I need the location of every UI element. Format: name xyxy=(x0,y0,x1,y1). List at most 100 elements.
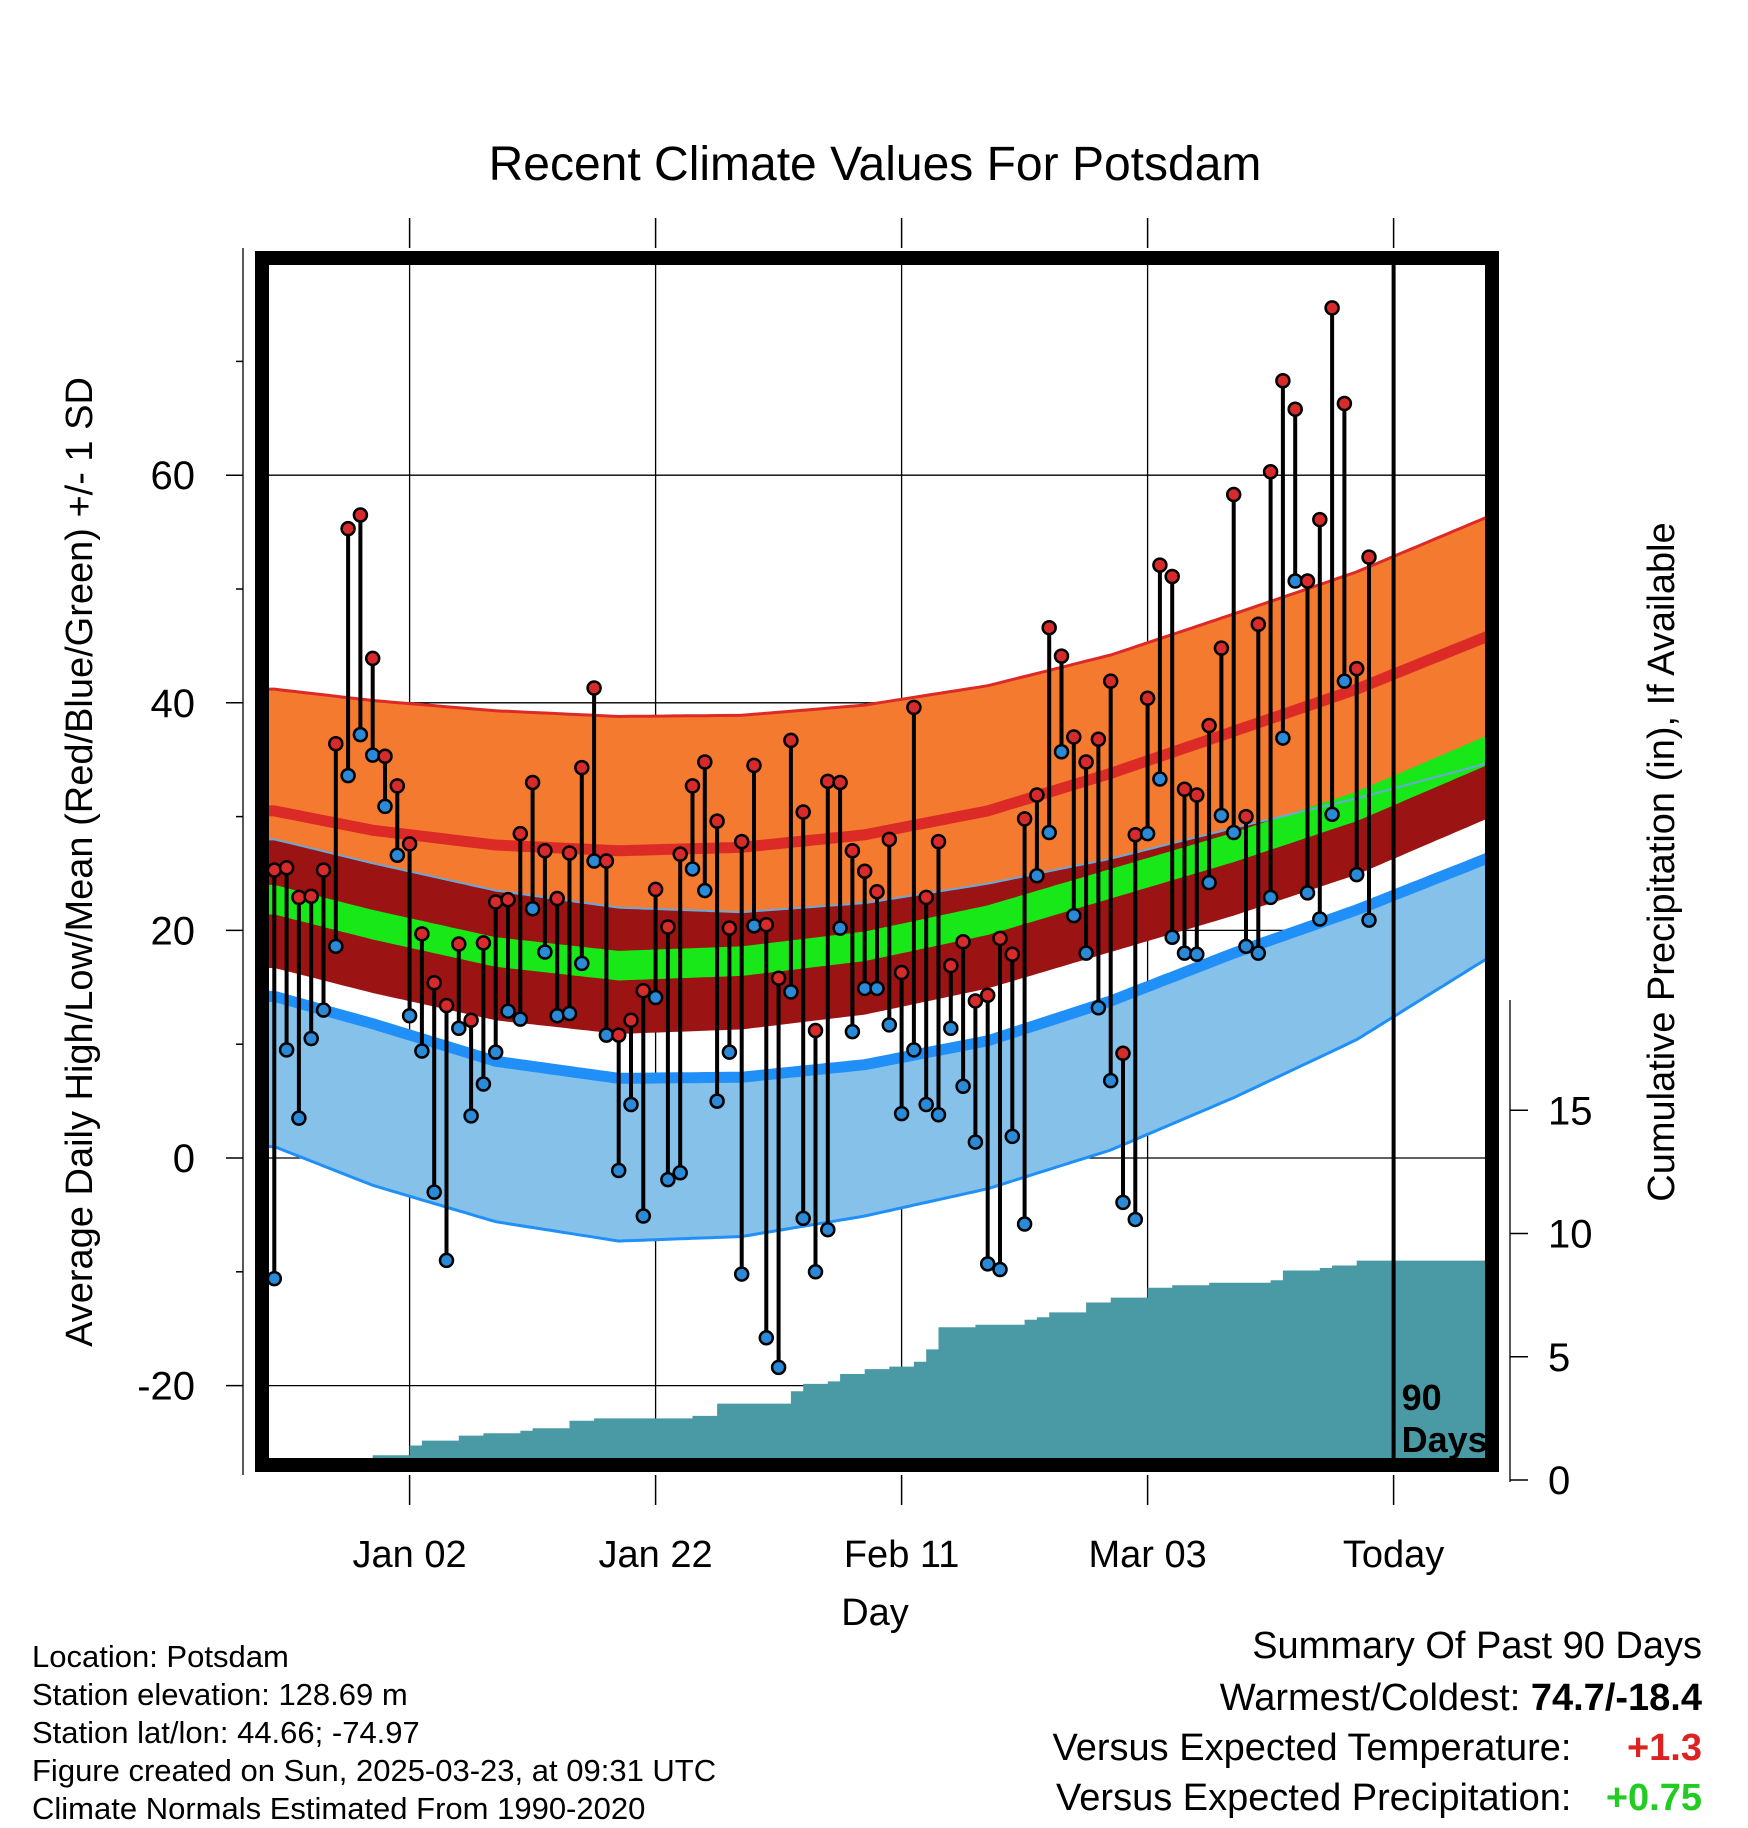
y-tick-label: -20 xyxy=(137,1365,195,1409)
high-point xyxy=(1041,619,1057,636)
today-label-days: Days xyxy=(1402,1419,1488,1460)
high-point xyxy=(1238,808,1254,825)
low-point xyxy=(1336,673,1353,689)
high-point xyxy=(697,754,713,770)
low-point xyxy=(1029,868,1045,884)
high-point xyxy=(1324,300,1340,316)
low-point xyxy=(967,1134,984,1150)
low-point xyxy=(487,1044,504,1060)
low-point xyxy=(315,1002,332,1018)
high-point xyxy=(389,778,406,794)
high-point xyxy=(992,930,1008,947)
high-upper-line xyxy=(262,513,1492,719)
low-point xyxy=(303,1030,319,1047)
high-point xyxy=(303,888,319,905)
high-point xyxy=(291,889,307,906)
high-point xyxy=(328,736,344,752)
high-point xyxy=(820,773,836,790)
high-point xyxy=(721,920,738,936)
y2-axis-label: Cumulative Precipitation (in), If Availa… xyxy=(1641,522,1683,1201)
footer-normals: Climate Normals Estimated From 1990-2020 xyxy=(32,1791,646,1826)
high-point xyxy=(672,846,688,862)
summary-warmest-coldest: Warmest/Coldest: 74.7/-18.4 xyxy=(1220,1674,1702,1722)
high-point xyxy=(1090,731,1107,747)
y2-tick-label: 5 xyxy=(1548,1336,1570,1380)
high-point xyxy=(340,520,356,537)
high-point xyxy=(352,507,369,523)
high-point xyxy=(401,836,418,852)
low-point xyxy=(1152,771,1168,787)
high-point xyxy=(1225,486,1242,503)
high-point xyxy=(1004,946,1021,963)
low-point xyxy=(807,1264,824,1280)
x-tick-label: Feb 11 xyxy=(844,1534,959,1576)
low-point xyxy=(463,1108,479,1124)
high-point xyxy=(795,804,811,820)
plot-frame xyxy=(255,251,1499,1472)
low-point xyxy=(586,853,602,869)
low-point xyxy=(660,1171,676,1188)
low-point xyxy=(1127,1211,1144,1228)
high-point xyxy=(512,825,529,842)
y-tick-label: 0 xyxy=(173,1137,195,1181)
low-point xyxy=(697,882,713,899)
low-point xyxy=(1090,1000,1107,1016)
high-point xyxy=(1176,781,1193,798)
low-point xyxy=(918,1096,934,1113)
low-point xyxy=(537,944,553,960)
high-point xyxy=(1102,673,1119,689)
low-point xyxy=(906,1042,922,1058)
low-point xyxy=(561,1005,578,1022)
low-point xyxy=(684,861,701,877)
high-point xyxy=(1275,372,1291,389)
low-point xyxy=(574,955,590,972)
low-point xyxy=(1164,929,1180,945)
high-point xyxy=(377,748,393,765)
high-point xyxy=(1287,401,1303,417)
low-point xyxy=(1016,1216,1033,1232)
low-point xyxy=(426,1184,442,1200)
low-point xyxy=(844,1023,861,1040)
daily-stems xyxy=(272,307,1371,1368)
high-point xyxy=(1029,787,1045,803)
high-point xyxy=(906,699,922,716)
low-point xyxy=(672,1165,688,1181)
high-point xyxy=(537,842,553,859)
low-point xyxy=(1004,1128,1021,1145)
y2-tick-label: 10 xyxy=(1548,1213,1593,1257)
high-point xyxy=(438,997,455,1014)
low-point xyxy=(364,747,381,763)
high-point xyxy=(1127,827,1144,843)
high-point xyxy=(1152,557,1168,573)
low-point xyxy=(635,1208,652,1224)
low-mean-line xyxy=(262,851,1492,1084)
y-tick-label: 20 xyxy=(151,909,196,953)
high-point xyxy=(598,853,615,869)
low-point xyxy=(524,901,541,917)
low-point xyxy=(955,1078,971,1095)
high-point xyxy=(943,957,959,974)
high-point xyxy=(1213,640,1230,656)
high-point xyxy=(524,774,541,791)
today-label-90: 90 xyxy=(1402,1377,1442,1418)
high-point xyxy=(1336,395,1353,412)
high-point xyxy=(955,934,971,950)
high-point xyxy=(1201,717,1217,734)
high-point xyxy=(783,732,799,749)
low-point xyxy=(1041,824,1057,841)
low-point xyxy=(1250,945,1267,961)
high-point xyxy=(610,1027,627,1043)
high-point xyxy=(1189,787,1205,803)
low-point xyxy=(1176,945,1193,961)
footer-elevation: Station elevation: 128.69 m xyxy=(32,1677,408,1712)
high-point xyxy=(1299,573,1316,589)
high-mean-line xyxy=(262,629,1492,857)
high-point xyxy=(1115,1045,1131,1062)
summary-precipitation: Versus Expected Precipitation: +0.75 xyxy=(1056,1774,1702,1822)
x-tick-label: Today xyxy=(1343,1534,1444,1576)
low-point xyxy=(893,1105,910,1122)
high-point xyxy=(475,935,492,951)
low-point xyxy=(770,1359,787,1376)
high-point xyxy=(918,889,934,906)
high-point xyxy=(1164,568,1180,585)
